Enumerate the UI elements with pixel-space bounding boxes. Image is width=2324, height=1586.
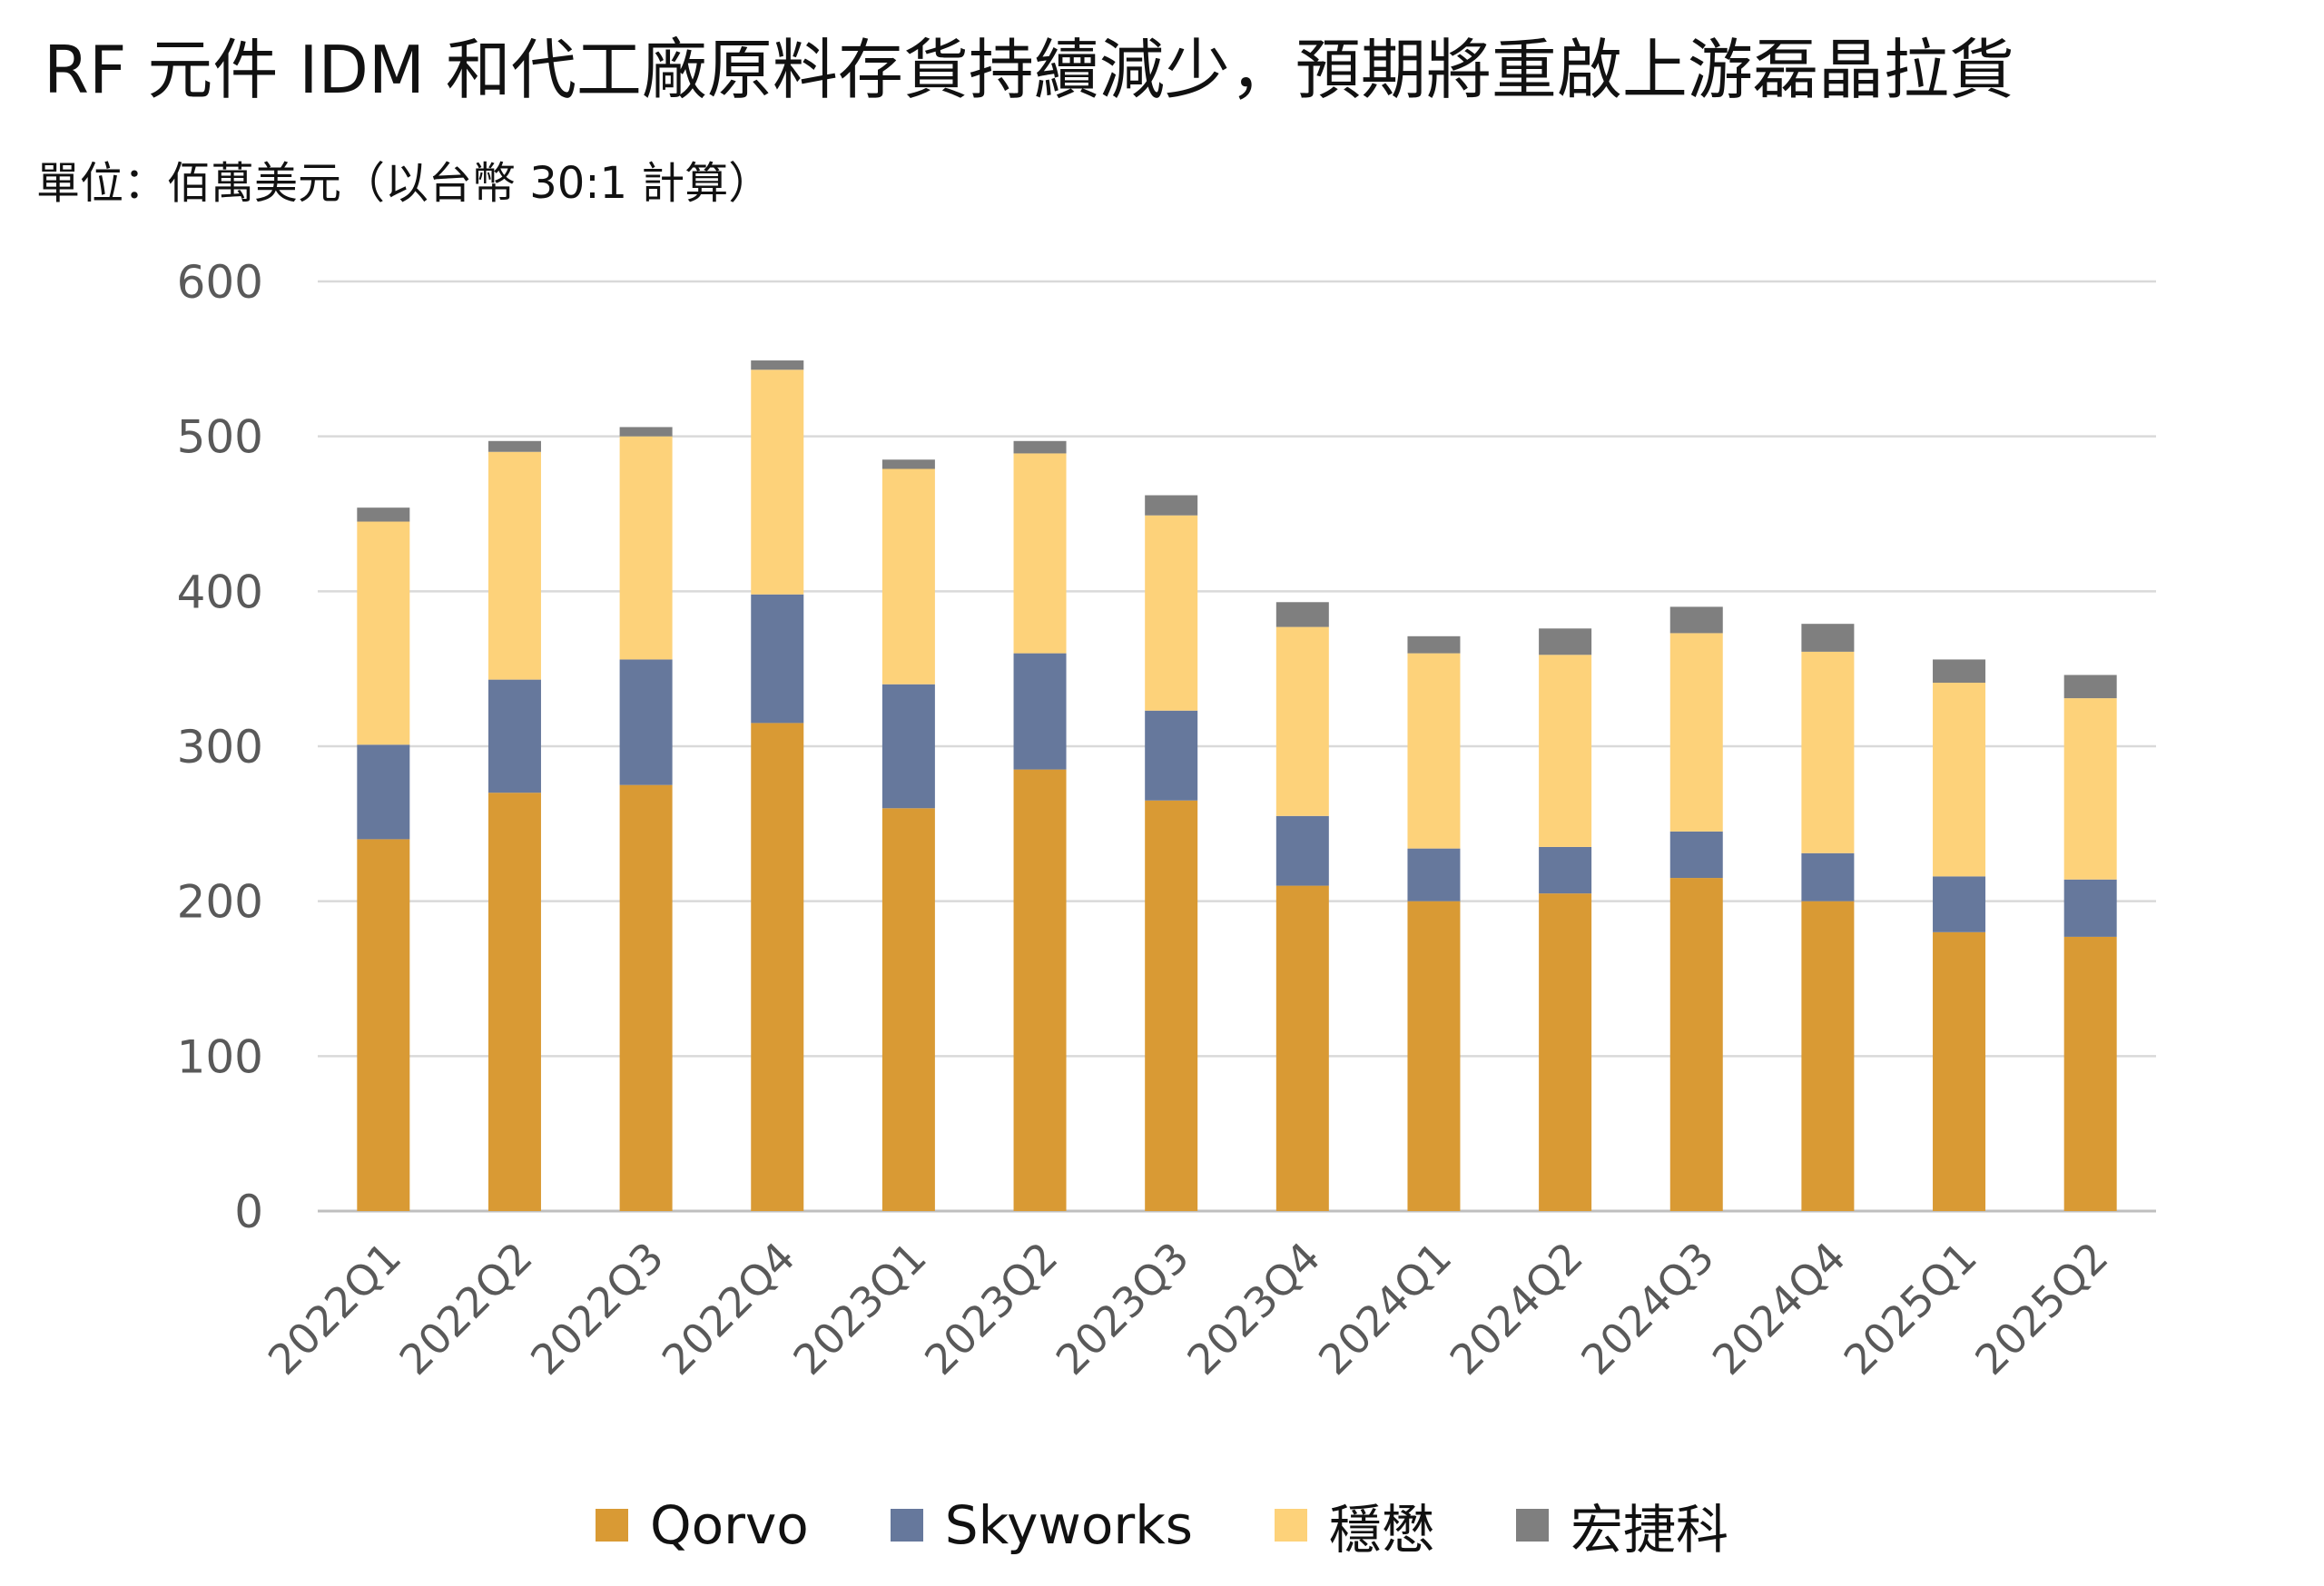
bar-2024Q2-Qorvo <box>1539 893 1592 1211</box>
bar-2024Q2-Skyworks <box>1539 846 1592 894</box>
chart-title: RF 元件 IDM 和代工廠原料存貨持續減少，預期將重啟上游磊晶拉貨 <box>44 32 2014 108</box>
bar-2024Q3-穩懋 <box>1669 633 1723 832</box>
legend-label: 穩懋 <box>1329 1499 1435 1561</box>
y-tick-label: 200 <box>177 876 263 929</box>
x-tick-label: 2024Q3 <box>1571 1233 1723 1384</box>
bar-2024Q4-Skyworks <box>1801 852 1855 901</box>
bar-2024Q1-Skyworks <box>1407 848 1461 901</box>
bar-2023Q2-宏捷科 <box>1013 440 1067 454</box>
bar-2022Q3-Qorvo <box>619 784 673 1211</box>
x-tick-label: 2022Q1 <box>259 1233 410 1384</box>
bar-2025Q2-宏捷科 <box>2063 675 2117 699</box>
bar-2024Q3-Skyworks <box>1669 831 1723 879</box>
bar-2024Q1-宏捷科 <box>1407 635 1461 654</box>
y-tick-label: 600 <box>177 256 263 309</box>
y-tick-label: 300 <box>177 721 263 773</box>
x-tick-label: 2023Q4 <box>1177 1233 1329 1384</box>
bar-2023Q4-宏捷科 <box>1275 602 1329 627</box>
x-tick-label: 2025Q1 <box>1835 1233 1986 1384</box>
bar-2023Q1-Qorvo <box>881 808 935 1211</box>
bar-2024Q4-宏捷科 <box>1801 624 1855 652</box>
x-axis-tick-labels: 2022Q12022Q22022Q32022Q42023Q12023Q22023… <box>259 1233 2118 1384</box>
legend-item-穩懋: 穩懋 <box>1275 1487 1434 1563</box>
gridlines <box>318 280 2156 1213</box>
bar-2022Q1-Skyworks <box>357 744 410 840</box>
bar-2023Q4-穩懋 <box>1275 626 1329 816</box>
bar-2023Q4-Skyworks <box>1275 815 1329 886</box>
bar-2022Q4-Skyworks <box>751 594 804 724</box>
bar-2022Q2-穩懋 <box>487 451 541 680</box>
legend-label: Qorvo <box>649 1494 809 1556</box>
bar-2022Q2-Qorvo <box>487 793 541 1211</box>
bar-2025Q2-Skyworks <box>2063 879 2117 937</box>
x-tick-label: 2024Q1 <box>1309 1233 1461 1384</box>
legend: Qorvo Skyworks 穩懋 宏捷科 <box>0 1480 2324 1571</box>
legend-swatch <box>1275 1509 1307 1542</box>
bar-2022Q2-宏捷科 <box>487 440 541 452</box>
bar-2024Q4-Qorvo <box>1801 901 1855 1211</box>
bar-2024Q2-宏捷科 <box>1539 628 1592 655</box>
bar-2023Q1-穩懋 <box>881 468 935 685</box>
bar-2022Q3-宏捷科 <box>619 427 673 437</box>
y-tick-label: 500 <box>177 411 263 464</box>
x-tick-label: 2022Q3 <box>521 1233 673 1384</box>
bar-2024Q1-穩懋 <box>1407 653 1461 849</box>
bar-2022Q1-宏捷科 <box>357 507 410 522</box>
legend-label: Skyworks <box>944 1494 1193 1556</box>
bar-2023Q1-宏捷科 <box>881 459 935 469</box>
bar-2023Q2-Skyworks <box>1013 653 1067 770</box>
x-tick-label: 2023Q2 <box>915 1233 1067 1384</box>
x-tick-label: 2024Q4 <box>1703 1233 1855 1384</box>
bar-2024Q1-Qorvo <box>1407 901 1461 1211</box>
bar-2022Q3-穩懋 <box>619 436 673 660</box>
bar-2022Q2-Skyworks <box>487 679 541 793</box>
x-tick-label: 2025Q2 <box>1965 1233 2117 1384</box>
y-tick-label: 100 <box>177 1030 263 1083</box>
bar-2022Q4-Qorvo <box>751 723 804 1211</box>
legend-item-Skyworks: Skyworks <box>890 1494 1193 1556</box>
y-axis-tick-labels: 0 100 200 300 400 500 600 <box>177 256 263 1238</box>
legend-swatch <box>1516 1509 1550 1542</box>
bar-2025Q1-穩懋 <box>1933 683 1986 877</box>
bar-2023Q4-Qorvo <box>1275 885 1329 1211</box>
x-tick-label: 2024Q2 <box>1441 1233 1592 1384</box>
y-tick-label: 400 <box>177 566 263 618</box>
bar-2024Q3-Qorvo <box>1669 878 1723 1211</box>
bar-2023Q3-Skyworks <box>1145 710 1198 801</box>
bar-2024Q3-宏捷科 <box>1669 606 1723 634</box>
bar-2023Q2-穩懋 <box>1013 453 1067 654</box>
bar-2025Q2-Qorvo <box>2063 936 2117 1211</box>
x-tick-label: 2022Q4 <box>653 1233 804 1384</box>
bar-2024Q2-穩懋 <box>1539 655 1592 847</box>
bar-2022Q4-宏捷科 <box>751 360 804 370</box>
bar-2022Q1-穩懋 <box>357 521 410 745</box>
bar-2023Q3-穩懋 <box>1145 515 1198 711</box>
bar-2022Q3-Skyworks <box>619 659 673 785</box>
x-tick-label: 2023Q1 <box>783 1233 935 1384</box>
legend-item-Qorvo: Qorvo <box>595 1494 809 1556</box>
x-tick-label: 2022Q2 <box>389 1233 541 1384</box>
legend-item-宏捷科: 宏捷科 <box>1516 1487 1728 1563</box>
bar-2023Q3-Qorvo <box>1145 800 1198 1211</box>
bar-2025Q2-穩懋 <box>2063 698 2117 880</box>
legend-label: 宏捷科 <box>1571 1499 1729 1561</box>
bars <box>357 360 2117 1211</box>
bar-2022Q1-Qorvo <box>357 839 410 1211</box>
bar-2024Q4-穩懋 <box>1801 651 1855 853</box>
bar-2025Q1-Skyworks <box>1933 876 1986 932</box>
bar-2023Q1-Skyworks <box>881 684 935 809</box>
bar-2022Q4-穩懋 <box>751 369 804 595</box>
legend-swatch <box>595 1509 628 1542</box>
bar-2023Q3-宏捷科 <box>1145 495 1198 516</box>
bar-2025Q1-宏捷科 <box>1933 659 1986 684</box>
bar-2023Q2-Qorvo <box>1013 769 1067 1211</box>
x-tick-label: 2023Q3 <box>1047 1233 1198 1384</box>
bar-2025Q1-Qorvo <box>1933 931 1986 1211</box>
y-tick-label: 0 <box>234 1186 263 1238</box>
chart-subtitle: 單位：佰萬美元（以台幣 30:1 計算） <box>36 158 773 209</box>
legend-swatch <box>890 1509 923 1542</box>
